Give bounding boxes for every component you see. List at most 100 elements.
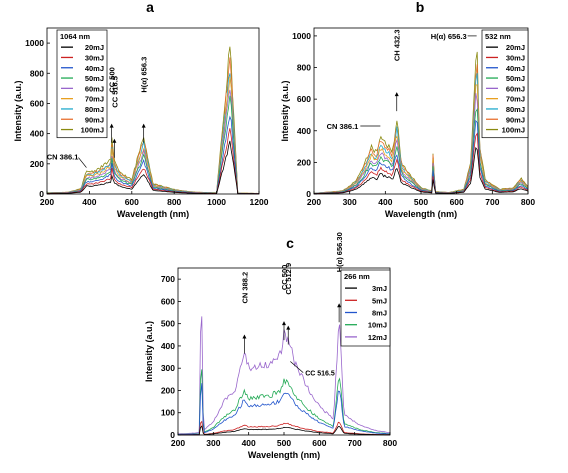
y-tick-label: 200 — [297, 157, 311, 167]
x-tick-label: 200 — [40, 197, 54, 207]
x-tick-label: 800 — [167, 197, 181, 207]
x-tick-label: 500 — [414, 197, 428, 207]
annotation-arrow — [78, 157, 87, 168]
x-tick-label: 300 — [206, 438, 220, 448]
y-tick-label: 200 — [161, 385, 175, 395]
series-line-40mJ — [313, 119, 529, 194]
panel-label: a — [146, 0, 154, 15]
series-line-70mJ — [313, 84, 529, 194]
y-tick-label: 1000 — [292, 31, 311, 41]
legend-entry: 60mJ — [506, 84, 525, 93]
y-tick-label: 0 — [170, 430, 175, 440]
y-tick-label: 800 — [30, 68, 44, 78]
panel-label: c — [286, 235, 294, 251]
legend-entry: 30mJ — [85, 53, 104, 62]
legend-entry: 80mJ — [506, 105, 525, 114]
y-tick-label: 0 — [39, 189, 44, 199]
series-line-40mJ — [47, 115, 259, 195]
legend-entry: 100mJ — [81, 126, 104, 135]
x-tick-label: 800 — [521, 197, 535, 207]
legend-entry: 20mJ — [85, 43, 104, 52]
annotation-arrowhead — [394, 92, 399, 97]
legend-entry: 30mJ — [506, 53, 525, 62]
x-tick-label: 300 — [343, 197, 357, 207]
x-tick-label: 1000 — [207, 197, 226, 207]
x-tick-label: 400 — [242, 438, 256, 448]
series-line-30mJ — [314, 132, 529, 194]
series-lines — [46, 46, 260, 195]
legend-entry: 12mJ — [368, 333, 387, 342]
legend-title: 1064 nm — [60, 32, 90, 41]
annotation-label: CC 512.9 — [284, 263, 293, 295]
y-tick-label: 700 — [161, 274, 175, 284]
y-tick-label: 100 — [161, 408, 175, 418]
legend-entry: 70mJ — [85, 95, 104, 104]
legend-entry: 100mJ — [502, 126, 525, 135]
x-tick-label: 600 — [312, 438, 326, 448]
legend-entry: 50mJ — [85, 74, 104, 83]
annotation-label: H(α) 656.3 — [140, 57, 149, 93]
y-axis-label: Intensity (a.u.) — [13, 80, 23, 141]
x-axis-label: Wavelength (nm) — [117, 209, 189, 219]
x-tick-label: 600 — [450, 197, 464, 207]
series-line-20mJ — [46, 140, 259, 195]
annotation-arrowhead — [337, 303, 342, 308]
annotation-arrow — [290, 361, 304, 373]
annotation-label: CC 516.5 — [305, 371, 335, 378]
annotation-label: CC 516.5 — [110, 76, 119, 108]
annotation-arrowhead — [286, 325, 291, 330]
y-tick-label: 800 — [297, 63, 311, 73]
legend-entry: 80mJ — [85, 105, 104, 114]
y-tick-label: 1000 — [25, 38, 44, 48]
annotation-label: H(α) 656.30 — [335, 232, 344, 272]
legend-title: 266 nm — [344, 272, 370, 281]
x-tick-label: 200 — [171, 438, 185, 448]
y-tick-label: 600 — [297, 94, 311, 104]
annotation-label: CH 432.3 — [393, 29, 402, 61]
y-tick-label: 200 — [30, 159, 44, 169]
legend-entry: 20mJ — [506, 43, 525, 52]
legend-entry: 5mJ — [372, 296, 387, 305]
series-line-100mJ — [313, 51, 529, 194]
annotation-label: CC 500 — [280, 265, 289, 290]
series-line-10mJ — [178, 369, 390, 435]
y-tick-label: 400 — [161, 341, 175, 351]
x-tick-label: 600 — [125, 197, 139, 207]
legend-title: 532 nm — [485, 32, 511, 41]
legend-entry: 50mJ — [506, 74, 525, 83]
y-tick-label: 0 — [306, 189, 311, 199]
legend-entry: 40mJ — [85, 64, 104, 73]
legend-entry: 8mJ — [372, 309, 387, 318]
annotation-arrowhead — [109, 123, 114, 128]
panel-label: b — [416, 0, 425, 15]
series-line-60mJ — [314, 93, 529, 194]
series-line-8mJ — [178, 383, 391, 435]
legend-entry: 60mJ — [85, 84, 104, 93]
legend-entry: 40mJ — [506, 64, 525, 73]
chart-panel-c: c 200 300 400 500 600 700 800 0 100 200 300 400 500 60… — [144, 232, 397, 460]
y-tick-label: 400 — [30, 129, 44, 139]
legend-box — [340, 269, 391, 347]
x-tick-label: 1200 — [250, 197, 269, 207]
legend-entry: 90mJ — [506, 115, 525, 124]
annotation-label: CN 386.1 — [47, 153, 79, 162]
annotation-arrowhead — [242, 334, 247, 339]
y-tick-label: 600 — [30, 98, 44, 108]
y-tick-label: 400 — [297, 126, 311, 136]
x-tick-label: 400 — [82, 197, 96, 207]
y-tick-label: 500 — [161, 319, 175, 329]
legend-entry: 3mJ — [372, 284, 387, 293]
series-line-50mJ — [313, 107, 529, 194]
annotation-label: CN 388.2 — [240, 272, 249, 304]
annotation-label: H(α) 656.3 — [431, 32, 467, 41]
x-tick-label: 800 — [383, 438, 397, 448]
plot-frame — [46, 27, 260, 195]
y-tick-label: 300 — [161, 363, 175, 373]
annotation-arrowhead — [141, 123, 146, 128]
legend-entry: 70mJ — [506, 95, 525, 104]
x-tick-label: 500 — [277, 438, 291, 448]
annotation-label: CC 500 — [108, 67, 117, 92]
y-axis-label: Intensity (a.u.) — [144, 321, 154, 382]
